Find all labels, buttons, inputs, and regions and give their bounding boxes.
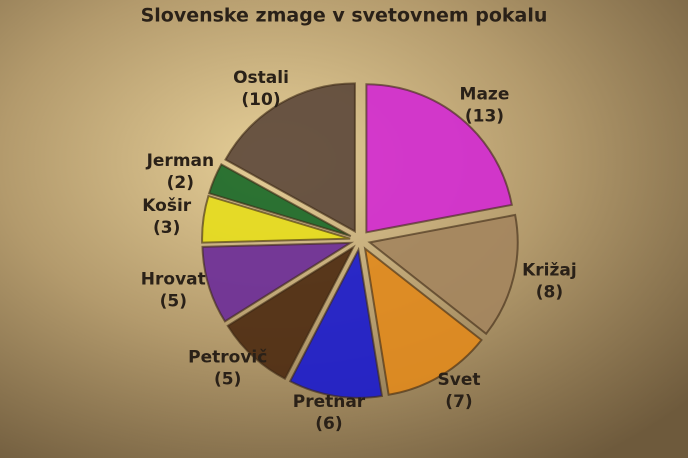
slice-value-label: (10) <box>241 90 280 110</box>
pie-slice <box>201 241 355 323</box>
slice-label: Jerman <box>146 151 215 171</box>
chart-title: Slovenske zmage v svetovnem pokalu <box>141 5 548 27</box>
slice-label: Križaj <box>522 261 577 281</box>
slice-value-label: (13) <box>465 106 504 126</box>
slice-label: Pretnar <box>293 392 366 412</box>
pie-slice <box>288 246 384 399</box>
pie-slice <box>224 82 356 234</box>
pie-slice <box>363 246 483 396</box>
slice-value-label: (7) <box>445 392 472 412</box>
slice-value-label: (2) <box>167 173 194 193</box>
slice-value-label: (3) <box>153 218 180 238</box>
pie-slice <box>365 83 513 234</box>
slice-label: Ostali <box>233 68 289 88</box>
slice-value-label: (5) <box>160 292 187 312</box>
pie-slice <box>201 194 351 244</box>
slice-label: Petrovič <box>188 348 267 368</box>
slice-value-label: (8) <box>536 283 563 303</box>
slice-value-label: (5) <box>214 370 241 390</box>
pie-slice <box>207 163 352 238</box>
slice-value-label: (6) <box>315 414 342 434</box>
slice-label: Maze <box>460 84 510 104</box>
pie-slice <box>226 244 356 381</box>
slice-label: Hrovat <box>141 270 206 290</box>
pie-slice <box>367 213 519 336</box>
slice-label: Svet <box>438 370 481 390</box>
slice-label: Košir <box>142 196 191 216</box>
